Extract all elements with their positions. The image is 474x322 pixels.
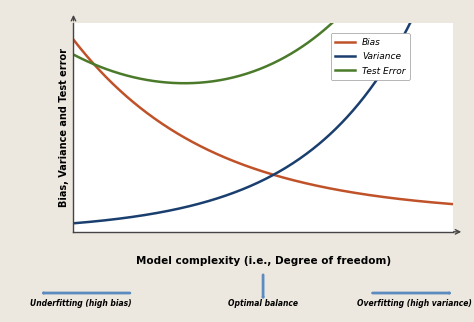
Test Error xyxy=(116,71,122,75)
Bias xyxy=(221,155,227,159)
Line: Bias: Bias xyxy=(73,40,453,204)
Y-axis label: Bias, Variance and Test error: Bias, Variance and Test error xyxy=(59,48,69,207)
Text: Optimal balance: Optimal balance xyxy=(228,298,298,308)
Line: Test Error: Test Error xyxy=(73,0,453,83)
Variance xyxy=(194,202,200,206)
Text: Overfitting (high variance): Overfitting (high variance) xyxy=(357,298,472,308)
Test Error xyxy=(71,52,76,56)
Line: Variance: Variance xyxy=(73,0,453,223)
Test Error xyxy=(310,37,316,41)
Test Error xyxy=(195,81,201,85)
Variance xyxy=(116,217,122,221)
Bias xyxy=(194,143,200,147)
Legend: Bias, Variance, Test Error: Bias, Variance, Test Error xyxy=(331,33,410,80)
Variance xyxy=(221,194,227,198)
Variance xyxy=(71,221,76,225)
Test Error xyxy=(222,77,228,81)
Test Error xyxy=(182,81,188,85)
Bias xyxy=(71,38,76,42)
Text: Underfitting (high bias): Underfitting (high bias) xyxy=(30,298,131,308)
Bias xyxy=(450,202,456,206)
Bias xyxy=(344,190,350,194)
Variance xyxy=(346,113,352,117)
Text: Model complexity (i.e., Degree of freedom): Model complexity (i.e., Degree of freedo… xyxy=(136,256,391,266)
Bias xyxy=(309,183,315,186)
Variance xyxy=(344,115,350,119)
Bias xyxy=(346,190,352,194)
Test Error xyxy=(345,5,351,9)
Bias xyxy=(116,88,122,92)
Variance xyxy=(309,148,315,152)
Test Error xyxy=(347,3,353,7)
